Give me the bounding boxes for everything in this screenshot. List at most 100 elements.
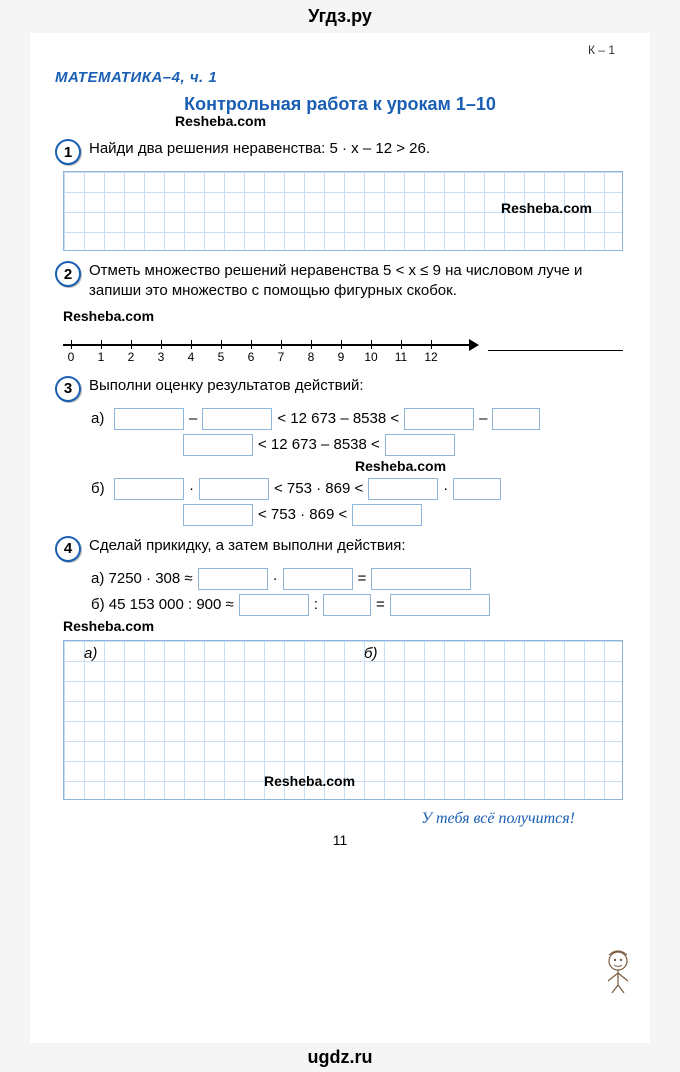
tick-label: 1 — [98, 350, 105, 364]
grid-section-b: б) — [364, 645, 377, 662]
task-number-badge: 1 — [55, 139, 81, 165]
input-blank[interactable] — [371, 568, 471, 590]
footer-message: У тебя всё получится! — [55, 810, 625, 828]
tick-mark — [371, 340, 372, 349]
watermark-text: Resheba.com — [175, 113, 625, 129]
task-1: 1 Найди два решения неравенства: 5 · x –… — [55, 139, 625, 165]
task-text: Найди два решения неравенства: 5 · x – 1… — [89, 139, 625, 159]
tick-mark — [101, 340, 102, 349]
tick-label: 12 — [424, 350, 437, 364]
task-number-badge: 2 — [55, 261, 81, 287]
expression-text: < 753 · 869 < — [274, 480, 363, 497]
arrow-right-icon — [469, 339, 479, 351]
tick-label: 0 — [68, 350, 75, 364]
watermark-text: Resheba.com — [63, 308, 625, 324]
variant-label: К – 1 — [55, 43, 625, 57]
tick-mark — [191, 340, 192, 349]
input-blank[interactable] — [199, 478, 269, 500]
task-text: Выполни оценку результатов действий: — [89, 376, 625, 396]
input-blank[interactable] — [198, 568, 268, 590]
minus-sign: – — [189, 410, 197, 427]
tick-mark — [251, 340, 252, 349]
input-blank[interactable] — [404, 408, 474, 430]
answer-line[interactable] — [488, 350, 623, 351]
numberline-axis — [63, 344, 473, 346]
watermark-text: Resheba.com — [501, 200, 592, 216]
tick-label: 10 — [364, 350, 377, 364]
part-label: б) — [91, 480, 109, 497]
input-blank[interactable] — [492, 408, 540, 430]
input-blank[interactable] — [183, 504, 253, 526]
input-blank[interactable] — [239, 594, 309, 616]
tick-label: 8 — [308, 350, 315, 364]
input-blank[interactable] — [114, 478, 184, 500]
page-number: 11 — [55, 832, 625, 848]
tick-mark — [311, 340, 312, 349]
expression-label: а) 7250 · 308 ≈ — [91, 570, 193, 587]
part-label: а) — [91, 410, 109, 427]
task-3: 3 Выполни оценку результатов действий: — [55, 376, 625, 402]
input-blank[interactable] — [352, 504, 422, 526]
page-title: Контрольная работа к урокам 1–10 — [55, 94, 625, 115]
answer-grid-1[interactable]: Resheba.com — [63, 171, 623, 251]
watermark-text: Resheba.com — [63, 618, 625, 634]
tick-mark — [71, 340, 72, 349]
dot-sign: · — [189, 480, 194, 497]
site-footer: ugdz.ru — [0, 1043, 680, 1072]
number-line[interactable]: 0123456789101112 — [63, 330, 623, 366]
answer-grid-4[interactable]: а) б) Resheba.com — [63, 640, 623, 800]
equals-sign: = — [358, 570, 367, 587]
input-blank[interactable] — [368, 478, 438, 500]
kid-icon — [598, 947, 638, 993]
tick-mark — [341, 340, 342, 349]
expression-label: б) 45 153 000 : 900 ≈ — [91, 596, 234, 613]
expression-text: < 12 673 – 8538 < — [258, 436, 380, 453]
tick-mark — [161, 340, 162, 349]
task-number-badge: 4 — [55, 536, 81, 562]
task3-row-b1: б) · < 753 · 869 < · — [91, 478, 625, 500]
input-blank[interactable] — [453, 478, 501, 500]
watermark-text: Resheba.com — [264, 773, 355, 789]
tick-label: 5 — [218, 350, 225, 364]
tick-label: 11 — [395, 350, 407, 364]
input-blank[interactable] — [385, 434, 455, 456]
task3-row-a1: а) – < 12 673 – 8538 < – — [91, 408, 625, 430]
task-text: Сделай прикидку, а затем выполни действи… — [89, 536, 625, 556]
tick-label: 3 — [158, 350, 165, 364]
watermark-text: Resheba.com — [355, 458, 625, 474]
task-2: 2 Отметь множество решений неравенства 5… — [55, 261, 625, 302]
task4-row-b: б) 45 153 000 : 900 ≈ : = — [91, 594, 625, 616]
page-container: К – 1 МАТЕМАТИКА–4, ч. 1 Контрольная раб… — [30, 33, 650, 1043]
tick-label: 7 — [278, 350, 285, 364]
task3-row-b2: < 753 · 869 < — [183, 504, 625, 526]
input-blank[interactable] — [323, 594, 371, 616]
tick-mark — [131, 340, 132, 349]
tick-mark — [221, 340, 222, 349]
task3-row-a2: < 12 673 – 8538 < — [183, 434, 625, 456]
input-blank[interactable] — [202, 408, 272, 430]
tick-label: 2 — [128, 350, 135, 364]
tick-label: 6 — [248, 350, 255, 364]
tick-label: 9 — [338, 350, 345, 364]
task-number-badge: 3 — [55, 376, 81, 402]
tick-label: 4 — [188, 350, 195, 364]
tick-mark — [281, 340, 282, 349]
tick-mark — [431, 340, 432, 349]
equals-sign: = — [376, 596, 385, 613]
dot-sign: · — [443, 480, 448, 497]
task-4: 4 Сделай прикидку, а затем выполни дейст… — [55, 536, 625, 562]
input-blank[interactable] — [390, 594, 490, 616]
tick-mark — [401, 340, 402, 349]
input-blank[interactable] — [283, 568, 353, 590]
task4-row-a: а) 7250 · 308 ≈ · = — [91, 568, 625, 590]
colon-sign: : — [314, 596, 318, 613]
subject-label: МАТЕМАТИКА–4, ч. 1 — [55, 69, 625, 86]
task-text: Отметь множество решений неравенства 5 <… — [89, 261, 625, 302]
grid-section-a: а) — [84, 645, 97, 662]
dot-sign: · — [273, 570, 278, 587]
input-blank[interactable] — [114, 408, 184, 430]
input-blank[interactable] — [183, 434, 253, 456]
minus-sign: – — [479, 410, 487, 427]
expression-text: < 12 673 – 8538 < — [277, 410, 399, 427]
expression-text: < 753 · 869 < — [258, 506, 347, 523]
